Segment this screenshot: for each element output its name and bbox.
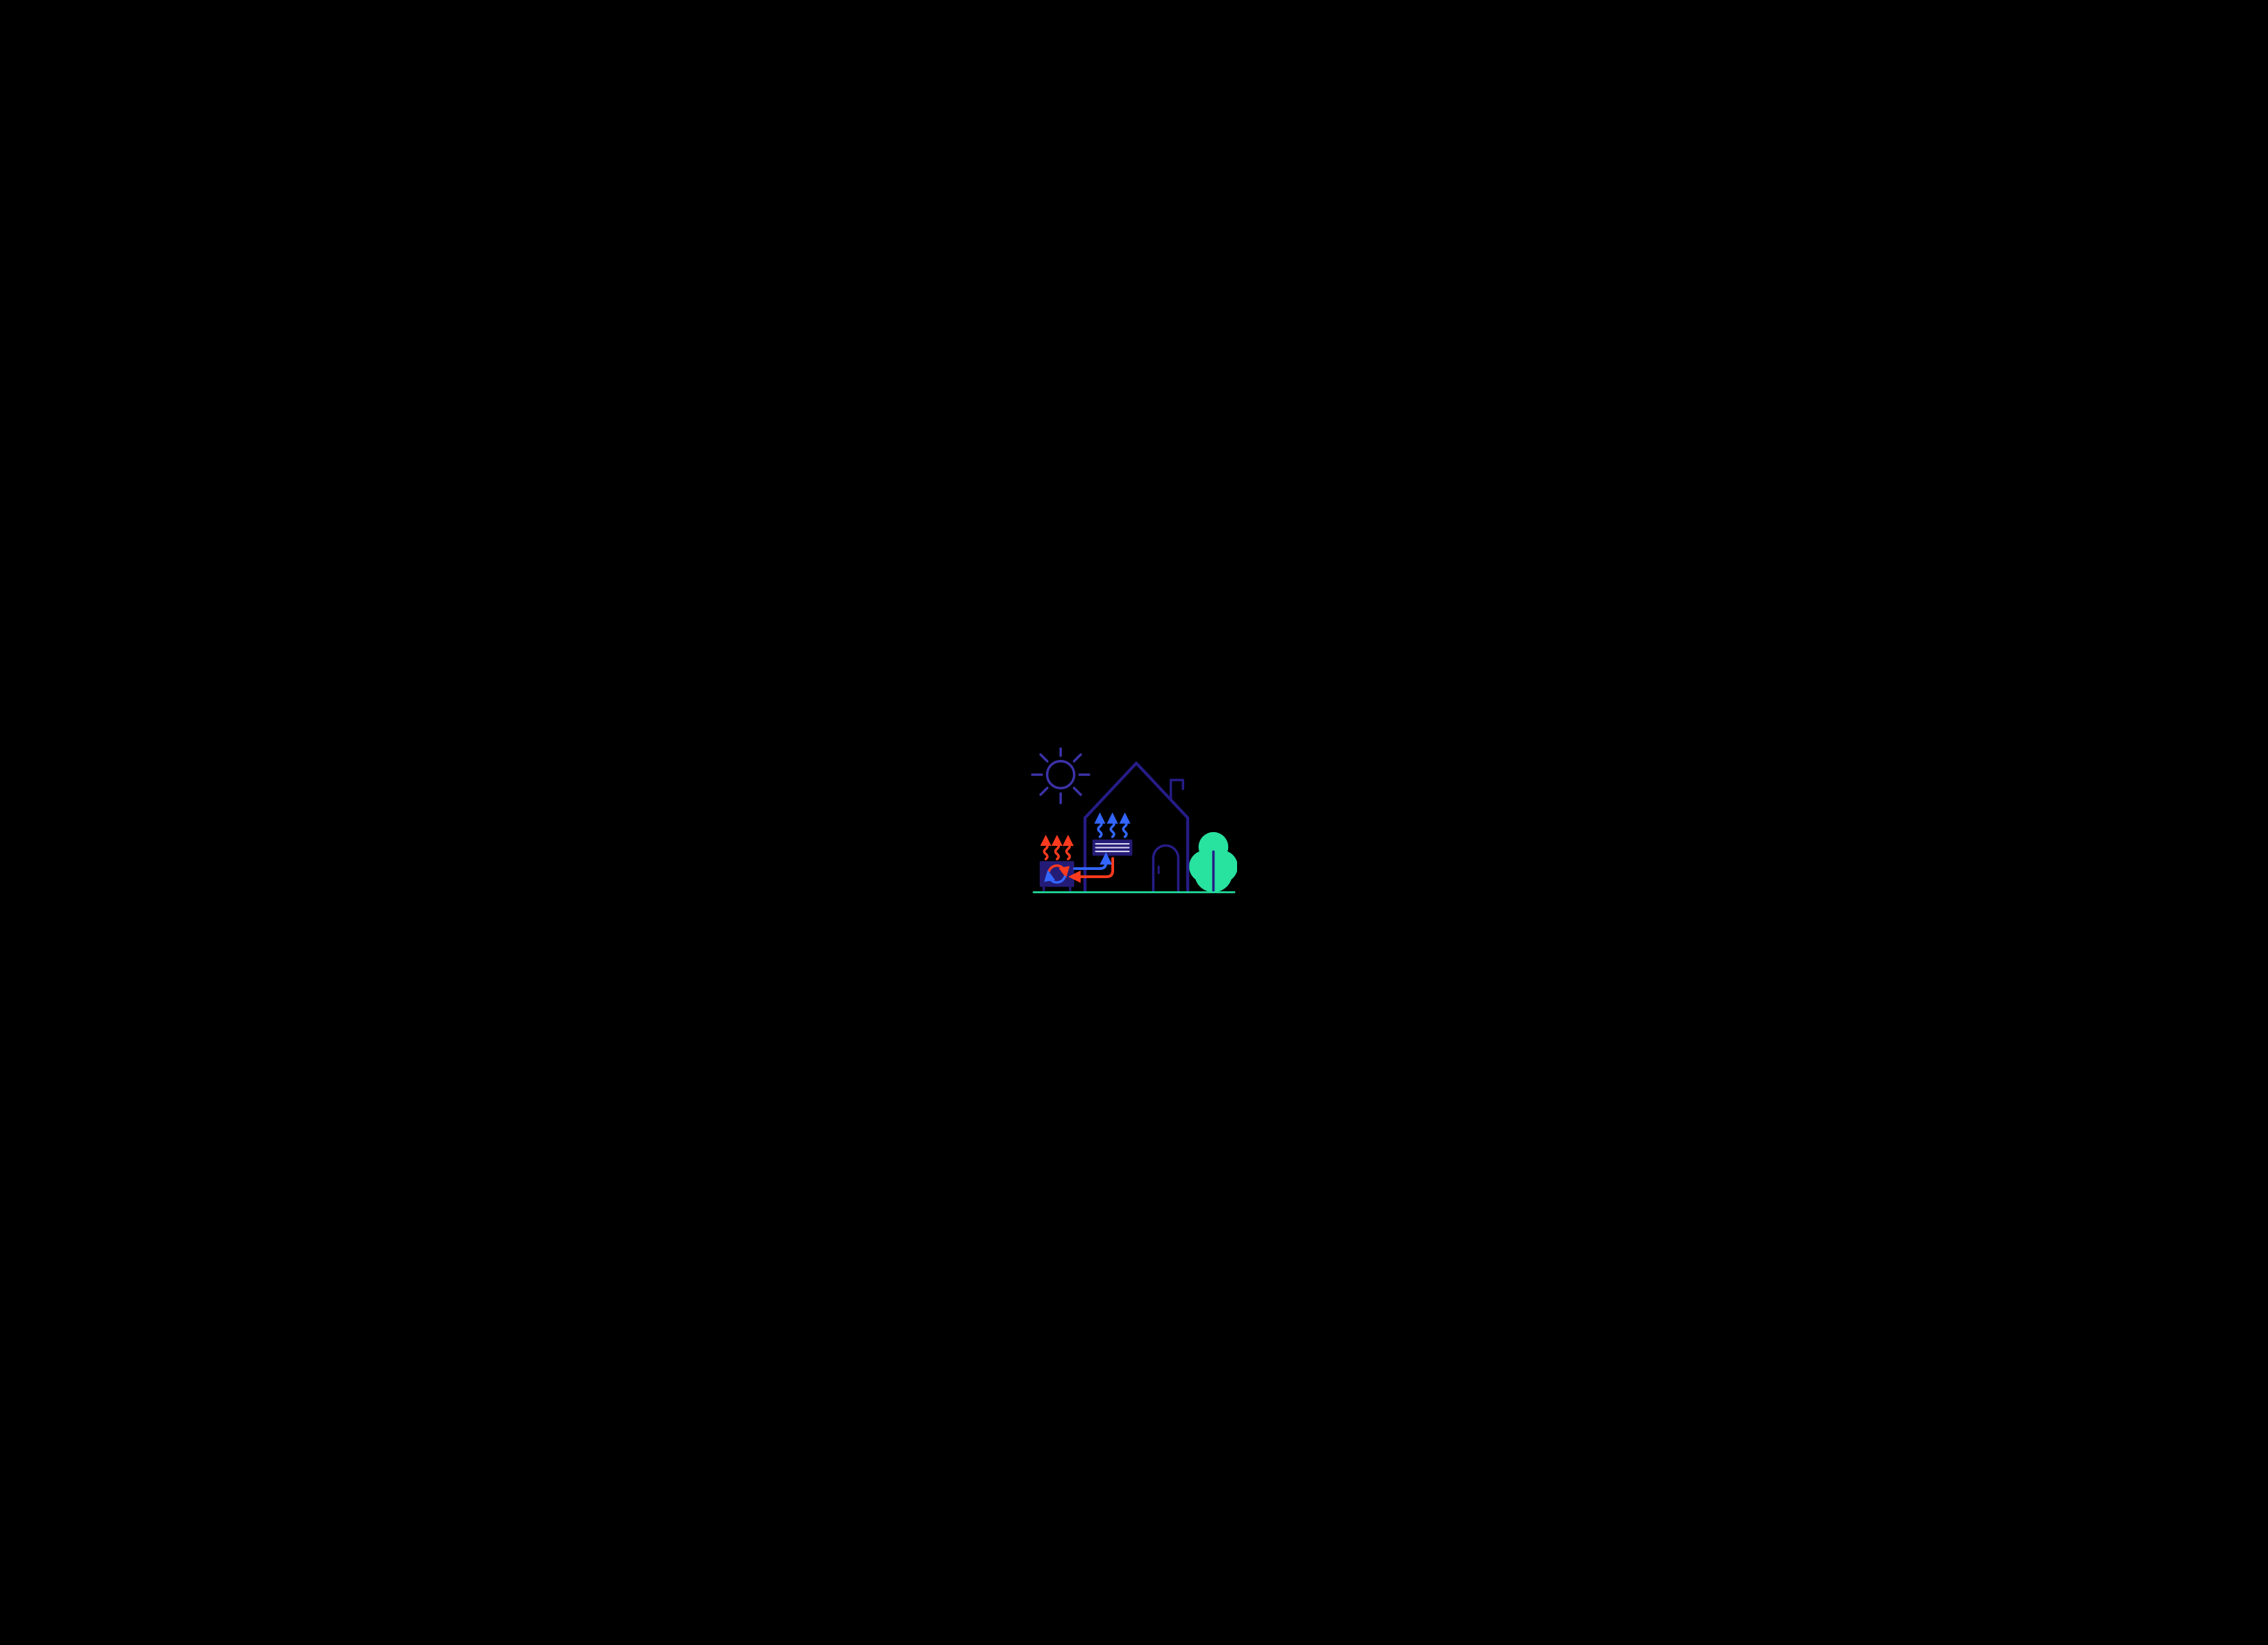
indoor-unit-icon bbox=[1093, 840, 1133, 856]
diagram-canvas bbox=[1031, 748, 1237, 897]
heat-pump-diagram bbox=[1031, 748, 1237, 897]
outdoor-unit-icon bbox=[1040, 861, 1074, 891]
